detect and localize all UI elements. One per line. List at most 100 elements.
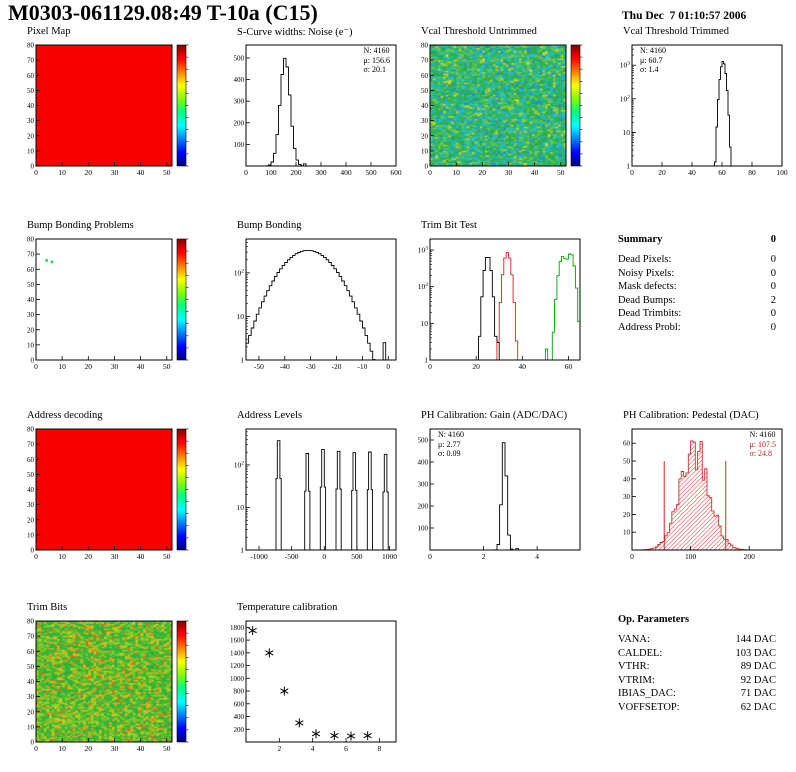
stats-line: μ: 60.7 xyxy=(640,55,663,65)
svg-text:30: 30 xyxy=(505,168,513,177)
summary-row: Address Probl: 0 xyxy=(618,321,776,333)
svg-text:1: 1 xyxy=(240,546,244,555)
svg-text:1: 1 xyxy=(626,162,630,171)
svg-text:200: 200 xyxy=(290,168,302,177)
svg-text:0: 0 xyxy=(428,362,432,371)
stats-line: N: 4160 xyxy=(438,430,464,439)
plot-canvas: 0 20 40 60 1 10 102 103 xyxy=(400,234,592,382)
svg-text:300: 300 xyxy=(418,481,429,489)
svg-text:-50: -50 xyxy=(254,362,264,371)
plot-canvas: -50 -40 -30 -20 -10 0 1 10 102 xyxy=(216,234,408,382)
svg-text:0: 0 xyxy=(428,168,432,177)
svg-text:200: 200 xyxy=(234,726,245,734)
svg-text:0: 0 xyxy=(386,362,390,371)
svg-text:20: 20 xyxy=(658,168,666,177)
svg-text:0: 0 xyxy=(31,357,35,365)
svg-text:20: 20 xyxy=(85,362,93,371)
svg-text:100: 100 xyxy=(685,552,697,561)
svg-text:200: 200 xyxy=(744,552,756,561)
stats-box: N: 4160 μ: 60.7 σ: 1.4 xyxy=(640,46,666,75)
svg-text:70: 70 xyxy=(421,57,429,65)
plot-canvas: 0 10 20 30 40 50 0 10 20 30 40 50 60 70 80 xyxy=(6,616,198,764)
svg-text:20: 20 xyxy=(85,168,93,177)
svg-text:8: 8 xyxy=(377,744,381,753)
summary-row: Dead Bumps: 2 xyxy=(618,294,776,306)
svg-text:10: 10 xyxy=(421,319,429,328)
svg-text:30: 30 xyxy=(27,311,35,319)
stats-line: N: 4160 xyxy=(640,46,666,55)
svg-text:1400: 1400 xyxy=(230,649,245,657)
svg-text:200: 200 xyxy=(418,503,429,511)
svg-text:60: 60 xyxy=(27,72,35,80)
svg-text:400: 400 xyxy=(418,459,429,467)
svg-text:4: 4 xyxy=(311,744,315,753)
svg-text:30: 30 xyxy=(421,117,429,125)
svg-text:80: 80 xyxy=(27,236,35,244)
panel-vcal-trimmed: Vcal Threshold Trimmed 0 20 40 60 80 100 1 10 10… xyxy=(602,26,794,192)
svg-text:400: 400 xyxy=(234,713,245,721)
svg-text:-500: -500 xyxy=(285,552,299,561)
stats-line: σ: 24.8 xyxy=(749,449,773,458)
plot-canvas: 0 2 4 100 200 300 400 500 xyxy=(400,424,592,572)
svg-text:70: 70 xyxy=(27,57,35,65)
plot-canvas: 2 4 6 8 200 400 600 800 1000 1200 1400 1600 1800 xyxy=(216,616,408,764)
panel-ph-gain: PH Calibration: Gain (ADC/DAC) 0 2 4 100 200… xyxy=(400,410,592,576)
svg-text:30: 30 xyxy=(111,362,119,371)
svg-text:40: 40 xyxy=(137,362,145,371)
chart-title: Address Levels xyxy=(237,410,303,421)
svg-text:10: 10 xyxy=(58,744,66,753)
svg-text:80: 80 xyxy=(27,42,35,50)
stats-line: μ: 107.5 xyxy=(749,439,776,449)
chart-title: Bump Bonding Problems xyxy=(27,220,134,231)
svg-text:30: 30 xyxy=(27,693,35,701)
chart-title: Vcal Threshold Trimmed xyxy=(623,26,729,37)
chart-title: S-Curve widths: Noise (e⁻) xyxy=(237,27,353,38)
svg-text:10: 10 xyxy=(58,168,66,177)
svg-text:300: 300 xyxy=(234,98,245,106)
svg-text:70: 70 xyxy=(27,251,35,259)
summary-row: Noisy Pixels: 0 xyxy=(618,267,776,279)
svg-text:400: 400 xyxy=(340,168,352,177)
chart-title: Temperature calibration xyxy=(237,602,338,613)
op-parameter-row: VOFFSETOP: 62 DAC xyxy=(618,701,776,713)
svg-text:0: 0 xyxy=(31,547,35,555)
panel-temperature-calibration: Temperature calibration 2 4 6 8 200 400 600 800… xyxy=(216,602,408,768)
svg-text:20: 20 xyxy=(479,168,487,177)
svg-text:60: 60 xyxy=(27,456,35,464)
svg-text:80: 80 xyxy=(748,168,756,177)
svg-text:0: 0 xyxy=(34,552,38,561)
svg-text:-30: -30 xyxy=(306,362,316,371)
plot-canvas: 0 10 20 30 40 50 0 10 20 30 40 50 60 70 80 xyxy=(6,234,198,382)
stats-box: N: 4160 μ: 156.6 σ: 20.1 xyxy=(363,46,390,75)
svg-text:40: 40 xyxy=(623,475,631,483)
svg-text:2: 2 xyxy=(277,744,281,753)
svg-text:1: 1 xyxy=(240,356,244,365)
stats-box: N: 4160 μ: 2.77 σ: 0.09 xyxy=(438,430,464,459)
svg-text:60: 60 xyxy=(718,168,726,177)
stats-line: N: 4160 xyxy=(363,46,390,55)
plot-canvas: -1000 -500 0 500 1000 1 10 102 xyxy=(216,424,408,572)
op-parameter-row: CALDEL: 103 DAC xyxy=(618,647,776,659)
panel-ph-pedestal: PH Calibration: Pedestal (DAC) 0 100 200 10… xyxy=(602,410,794,576)
svg-text:50: 50 xyxy=(557,168,565,177)
svg-text:100: 100 xyxy=(234,141,245,149)
panel-trim-bit-test: Trim Bit Test 0 20 40 60 1 10 102 103 xyxy=(400,220,592,386)
svg-text:500: 500 xyxy=(234,54,245,62)
svg-text:400: 400 xyxy=(234,76,245,84)
svg-text:10: 10 xyxy=(623,529,631,537)
svg-text:500: 500 xyxy=(365,168,377,177)
svg-text:1800: 1800 xyxy=(230,624,245,632)
svg-text:102: 102 xyxy=(620,94,631,103)
svg-text:0: 0 xyxy=(428,552,432,561)
chart-title: PH Calibration: Pedestal (DAC) xyxy=(623,410,759,421)
svg-text:80: 80 xyxy=(27,426,35,434)
summary-block: Summary 0 Dead Pixels: 0 Noisy Pixels: 0 M… xyxy=(618,234,776,334)
svg-text:102: 102 xyxy=(418,282,429,291)
svg-text:-1000: -1000 xyxy=(250,552,268,561)
page-title: M0303-061129.08:49 T-10a (C15) xyxy=(8,0,318,25)
svg-text:2: 2 xyxy=(482,552,486,561)
svg-text:10: 10 xyxy=(27,147,35,155)
stats-line: σ: 0.09 xyxy=(438,449,461,458)
svg-text:50: 50 xyxy=(27,471,35,479)
svg-text:50: 50 xyxy=(623,458,631,466)
